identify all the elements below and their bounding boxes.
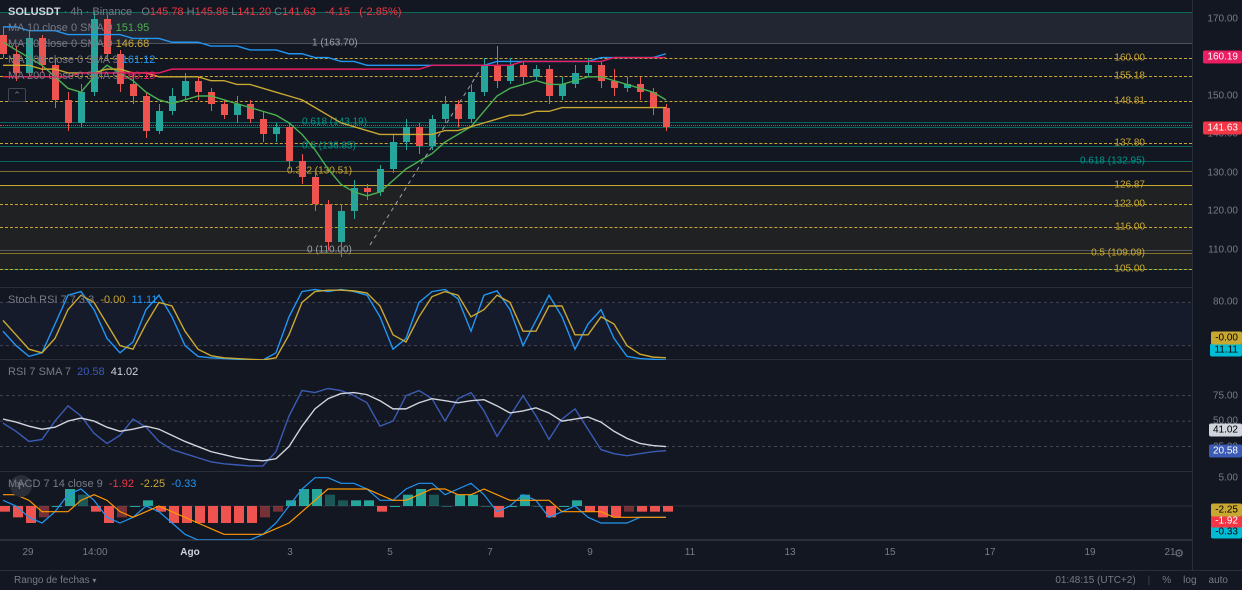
- date-range-button[interactable]: Rango de fechas ▾: [8, 575, 102, 586]
- legend-rsi: RSI 7 SMA 7 20.58 41.02: [8, 364, 138, 380]
- clock-label[interactable]: 01:48:15 (UTC+2): [1049, 575, 1141, 586]
- axis-settings-icon[interactable]: ⚙: [1174, 547, 1184, 560]
- pct-button[interactable]: %: [1156, 575, 1177, 586]
- interval[interactable]: 4h: [70, 6, 82, 18]
- price-axis[interactable]: 110.00120.00130.00140.00150.00160.00170.…: [1192, 0, 1242, 570]
- bottom-toolbar: Rango de fechas ▾ 01:48:15 (UTC+2) | % l…: [0, 570, 1242, 590]
- legend-macd: MACD 7 14 close 9 -1.92 -2.25 -0.33: [8, 476, 196, 492]
- log-button[interactable]: log: [1177, 575, 1202, 586]
- pane-stoch-rsi[interactable]: Stoch RSI 7 7 3 3 -0.00 11.11: [0, 288, 1192, 360]
- symbol[interactable]: SOLUSDT: [8, 6, 61, 18]
- legend-stoch: Stoch RSI 7 7 3 3 -0.00 11.11: [8, 292, 157, 308]
- exchange[interactable]: Binance: [92, 6, 132, 18]
- legend-main: SOLUSDT · 4h · Binance O145.78 H145.86 L…: [8, 4, 401, 102]
- pane-price[interactable]: SOLUSDT · 4h · Binance O145.78 H145.86 L…: [0, 0, 1192, 288]
- chart-area[interactable]: SOLUSDT · 4h · Binance O145.78 H145.86 L…: [0, 0, 1192, 570]
- collapse-legend-button[interactable]: ⌃: [8, 88, 26, 102]
- pane-rsi[interactable]: RSI 7 SMA 7 20.58 41.02: [0, 360, 1192, 472]
- auto-button[interactable]: auto: [1203, 575, 1234, 586]
- time-axis[interactable]: ⚙ 2914:00Ago3579111315171921: [0, 540, 1192, 570]
- pane-macd[interactable]: MACD 7 14 close 9 -1.92 -2.25 -0.33 T⁷: [0, 472, 1192, 540]
